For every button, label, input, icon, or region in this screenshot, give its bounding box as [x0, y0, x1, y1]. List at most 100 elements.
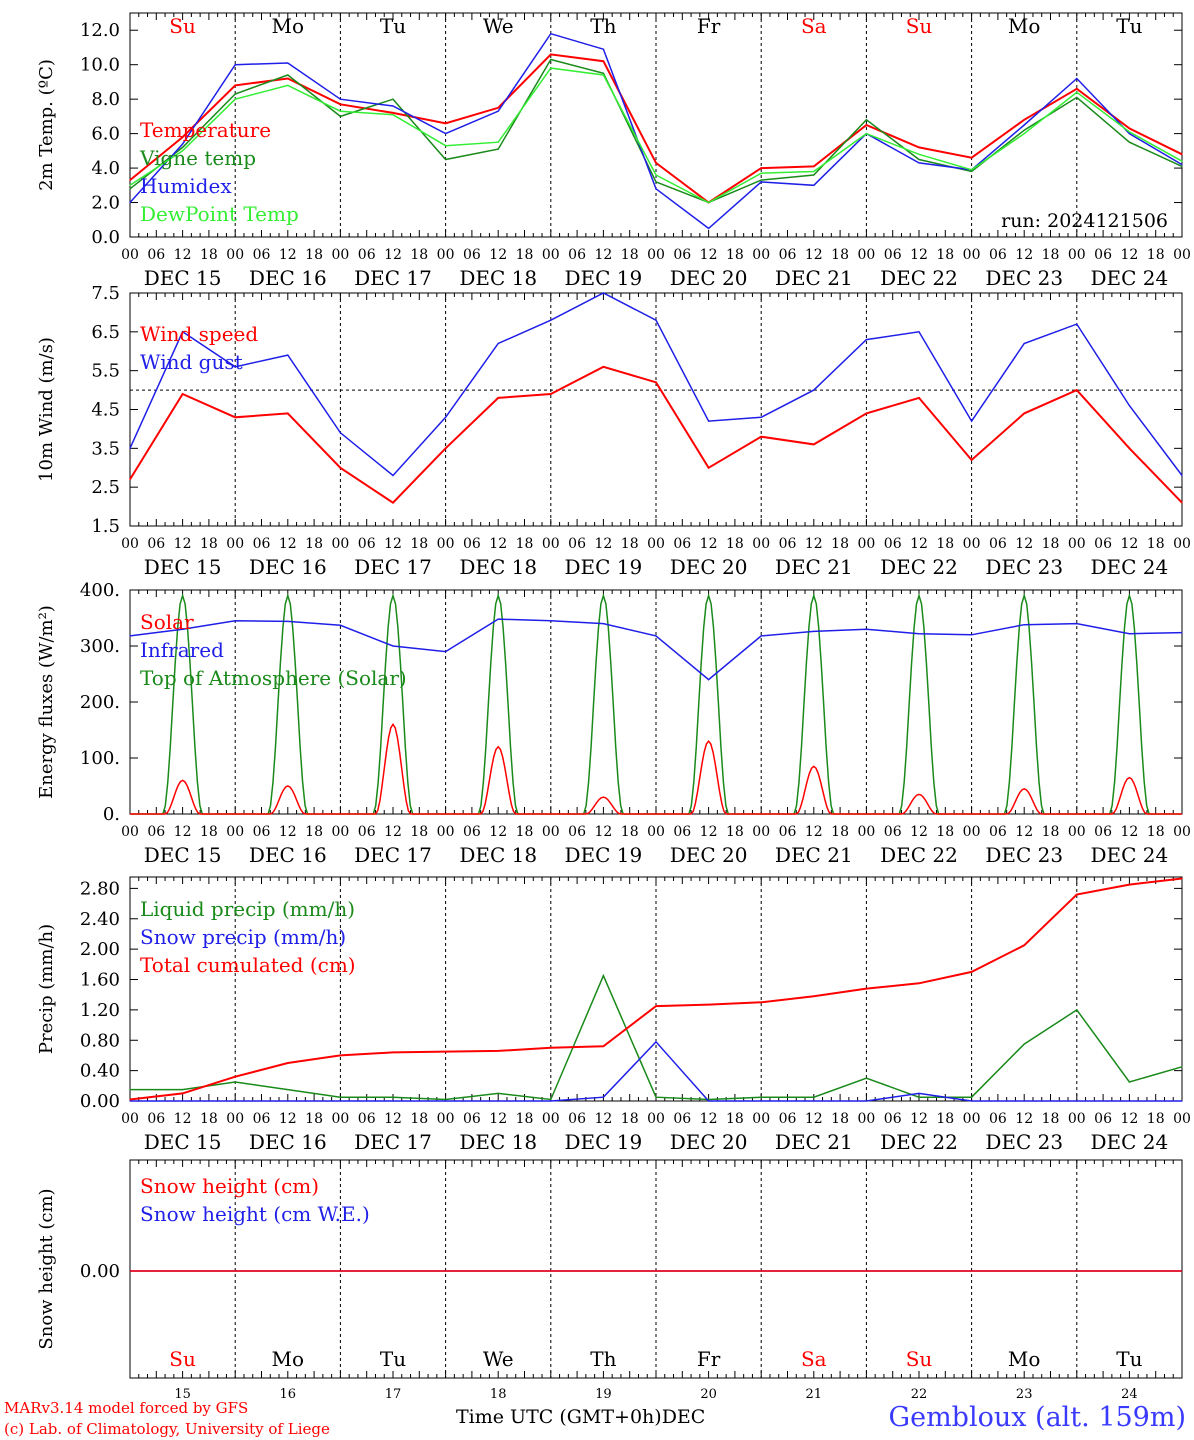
data-point — [182, 628, 184, 630]
hour-tick-label: 06 — [568, 247, 586, 263]
date-label: DEC 23 — [985, 555, 1063, 579]
date-label: DEC 16 — [249, 266, 327, 290]
hour-tick-label: 00 — [331, 1111, 349, 1127]
hour-tick-label: 12 — [594, 247, 612, 263]
legend-entry: Liquid precip (mm/h) — [140, 897, 355, 921]
hour-tick-label: 12 — [594, 1111, 612, 1127]
data-point — [392, 1100, 394, 1102]
legend-entry: Wind gust — [140, 350, 243, 374]
data-point — [497, 397, 499, 399]
data-point — [445, 1098, 447, 1101]
data-point — [339, 110, 341, 112]
hour-tick-label: 06 — [1094, 247, 1112, 263]
y-tick-label: 0.0 — [91, 227, 120, 248]
y-tick-label: 10.0 — [80, 55, 120, 76]
data-point — [1181, 165, 1183, 167]
data-point — [813, 165, 815, 167]
date-label: DEC 22 — [880, 843, 958, 867]
data-point — [182, 150, 184, 152]
data-point — [392, 1096, 394, 1098]
data-point — [813, 995, 815, 997]
data-point — [1076, 1100, 1078, 1102]
hour-tick-label: 12 — [384, 247, 402, 263]
hour-tick-label: 12 — [384, 1111, 402, 1127]
plot-frame — [129, 589, 1183, 815]
hour-tick-label: 00 — [1068, 247, 1086, 263]
y-tick-label: 0.80 — [80, 1030, 120, 1051]
data-point — [602, 48, 605, 50]
data-point — [865, 412, 868, 414]
data-point — [655, 181, 657, 183]
data-point — [234, 1100, 236, 1102]
data-point — [1128, 127, 1130, 130]
legend-entry: Temperature — [140, 118, 271, 142]
date-label: DEC 20 — [670, 843, 748, 867]
date-label: DEC 23 — [985, 1130, 1063, 1154]
hour-tick-label: 18 — [516, 247, 534, 263]
hour-tick-label: 12 — [805, 824, 823, 840]
data-point — [339, 115, 341, 117]
legend-entry: Snow height (cm) — [140, 1174, 319, 1198]
data-point — [813, 443, 815, 446]
hour-tick-label: 06 — [884, 536, 902, 552]
hour-tick-label: 00 — [437, 536, 455, 552]
hour-tick-label: 06 — [1094, 1111, 1112, 1127]
data-point — [760, 1001, 762, 1003]
data-point — [865, 628, 868, 630]
data-point — [339, 103, 341, 105]
date-label: DEC 17 — [354, 843, 432, 867]
hour-tick-label: 06 — [989, 1111, 1007, 1127]
hour-tick-label: 00 — [1068, 536, 1086, 552]
data-point — [760, 416, 762, 418]
data-point — [918, 331, 920, 333]
data-point — [1181, 474, 1183, 477]
y-tick-label: 8.0 — [91, 89, 120, 110]
data-point — [1023, 133, 1025, 135]
data-point — [1076, 1009, 1078, 1011]
data-point — [760, 181, 762, 183]
legend-entry: Solar — [140, 610, 194, 634]
data-point — [182, 1089, 184, 1091]
data-point — [234, 366, 236, 368]
hour-tick-label: 18 — [936, 536, 954, 552]
hour-tick-label: 18 — [936, 247, 954, 263]
data-point — [655, 1041, 657, 1043]
hour-tick-label: 18 — [831, 536, 849, 552]
hour-tick-label: 00 — [542, 247, 560, 263]
data-point — [550, 58, 552, 61]
data-point — [1181, 877, 1183, 880]
y-axis-label: 10m Wind (m/s) — [36, 337, 57, 482]
day-number: 19 — [595, 1387, 612, 1402]
date-label: DEC 18 — [459, 1130, 537, 1154]
data-point — [918, 162, 920, 164]
data-point — [813, 630, 815, 633]
date-label: DEC 19 — [565, 843, 643, 867]
data-point — [445, 158, 447, 161]
hour-tick-label: 00 — [226, 824, 244, 840]
date-label: DEC 22 — [880, 555, 958, 579]
legend-entry: Infrared — [140, 638, 224, 662]
data-point — [550, 620, 552, 622]
data-point — [1076, 389, 1078, 391]
date-label: DEC 19 — [565, 555, 643, 579]
hour-tick-label: 00 — [647, 536, 665, 552]
y-tick-label: 0.00 — [80, 1261, 120, 1282]
y-tick-label: 7.5 — [91, 283, 120, 304]
data-point — [760, 635, 762, 637]
hour-tick-label: 00 — [1068, 824, 1086, 840]
data-point — [760, 436, 762, 438]
data-point — [1076, 623, 1078, 625]
hour-tick-label: 18 — [936, 824, 954, 840]
hour-tick-label: 18 — [1042, 1111, 1060, 1127]
hour-tick-label: 06 — [884, 824, 902, 840]
hour-tick-label: 06 — [147, 247, 165, 263]
data-point — [550, 33, 552, 35]
data-point — [918, 982, 920, 984]
data-point — [602, 623, 605, 625]
x-axis-title: Time UTC (GMT+0h)DEC — [456, 1406, 705, 1428]
hour-tick-label: 18 — [621, 536, 639, 552]
hour-tick-label: 12 — [1120, 1111, 1138, 1127]
data-point — [760, 179, 762, 181]
hour-tick-label: 00 — [857, 247, 875, 263]
data-point — [392, 114, 394, 116]
